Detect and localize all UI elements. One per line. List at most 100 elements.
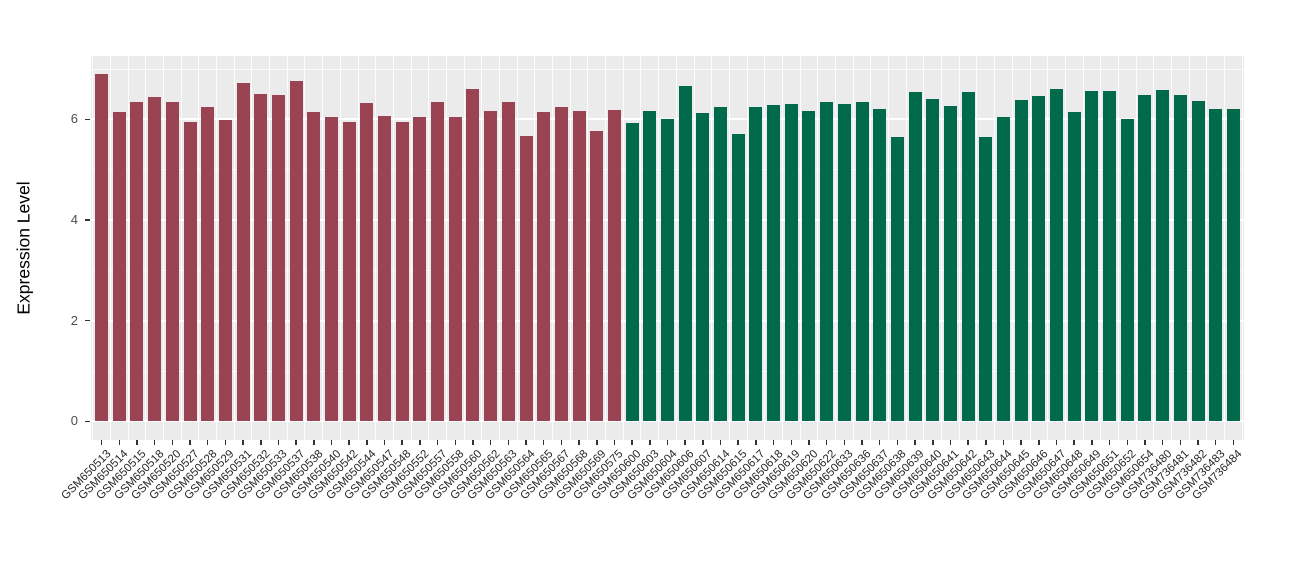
x-axis-tick [1197, 440, 1199, 445]
bar [908, 92, 922, 422]
bar [926, 99, 940, 422]
x-axis-tick [242, 440, 244, 445]
x-axis-tick [383, 440, 386, 445]
vertical-gridline [693, 56, 695, 440]
vertical-gridline [1224, 56, 1226, 440]
vertical-gridline [1117, 56, 1119, 440]
x-axis-tick [719, 440, 722, 445]
vertical-gridline [516, 56, 518, 440]
vertical-gridline [499, 56, 500, 440]
bar [1209, 109, 1223, 422]
bar [731, 134, 745, 422]
bar [996, 117, 1010, 422]
vertical-gridline [216, 56, 218, 440]
vertical-gridline [1135, 56, 1137, 440]
bar [820, 102, 834, 422]
x-axis-tick [861, 440, 863, 445]
vertical-gridline [428, 56, 430, 440]
vertical-gridline [1100, 56, 1102, 440]
vertical-gridline [834, 56, 836, 440]
bar [714, 106, 728, 422]
x-axis-tick [666, 440, 669, 445]
x-axis-tick [702, 440, 704, 445]
x-axis-tick [313, 440, 315, 445]
x-axis-tick [366, 440, 368, 445]
y-tick-label: 0 [70, 413, 78, 429]
x-axis-tick [1002, 440, 1005, 445]
bar [395, 121, 409, 422]
vertical-gridline [375, 56, 377, 440]
x-axis-tick [1126, 440, 1129, 445]
vertical-gridline [1082, 56, 1084, 440]
x-axis-tick [772, 440, 775, 445]
vertical-gridline [392, 56, 394, 440]
vertical-gridline [1011, 56, 1013, 440]
bar [607, 109, 621, 422]
vertical-gridline [675, 56, 677, 440]
x-axis-tick [613, 440, 616, 445]
bar [501, 101, 515, 422]
vertical-gridline [728, 56, 730, 440]
x-axis-tick [932, 440, 934, 445]
x-axis-tick [454, 440, 457, 445]
bar [979, 137, 993, 422]
bar [325, 117, 338, 422]
bar [802, 111, 816, 422]
vertical-gridline [587, 56, 589, 440]
vertical-gridline [339, 56, 341, 440]
x-axis-tick [1073, 440, 1075, 445]
bar [537, 112, 551, 422]
vertical-gridline [658, 56, 660, 440]
bar [183, 121, 197, 422]
vertical-gridline [163, 56, 164, 440]
bar [148, 97, 162, 422]
vertical-gridline [1029, 56, 1031, 440]
vertical-gridline [180, 56, 182, 440]
vertical-gridline [1170, 56, 1172, 440]
bar [643, 110, 657, 422]
bar [661, 119, 674, 422]
vertical-gridline [552, 56, 554, 440]
y-axis-tick [85, 219, 90, 221]
x-axis-tick [1038, 440, 1040, 445]
bar [767, 105, 781, 422]
x-axis-tick [843, 440, 846, 445]
x-axis-tick [1020, 440, 1022, 445]
x-axis-tick [878, 440, 881, 445]
bar [218, 120, 232, 422]
bar [413, 117, 427, 422]
bar [112, 112, 126, 422]
vertical-gridline [605, 56, 607, 440]
bar [201, 106, 215, 422]
vertical-gridline [569, 56, 571, 440]
x-axis-tick [1161, 440, 1164, 445]
bar [1156, 90, 1170, 422]
x-axis-tick [295, 440, 297, 445]
y-tick-label: 4 [70, 212, 78, 228]
bar [784, 103, 798, 422]
x-axis-tick [153, 440, 156, 445]
bar [554, 106, 568, 422]
bar [307, 112, 321, 422]
vertical-gridline [127, 56, 129, 440]
vertical-gridline [251, 56, 253, 440]
bar [1103, 90, 1117, 422]
x-axis-tick [1055, 440, 1058, 445]
vertical-gridline [357, 56, 359, 440]
vertical-gridline [463, 56, 465, 440]
bar [484, 110, 498, 422]
bar [837, 103, 851, 422]
x-axis-tick [401, 440, 403, 445]
bar [1067, 112, 1081, 422]
bar [749, 106, 763, 422]
bar [1085, 91, 1099, 422]
bar [236, 82, 250, 422]
x-axis-tick [489, 440, 492, 445]
vertical-gridline [958, 56, 960, 440]
y-axis-tick [85, 319, 90, 322]
bar [678, 85, 692, 422]
vertical-gridline [233, 56, 235, 440]
minor-gridline [91, 68, 1244, 70]
x-axis-tick [949, 440, 952, 445]
